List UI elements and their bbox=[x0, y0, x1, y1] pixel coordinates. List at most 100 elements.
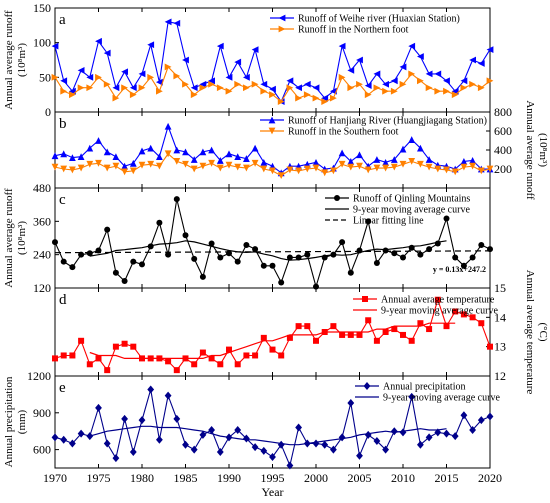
data-point bbox=[69, 264, 76, 271]
data-point bbox=[234, 80, 242, 88]
y-tick-label: 13 bbox=[494, 340, 506, 354]
data-point bbox=[173, 196, 180, 203]
data-point bbox=[382, 80, 389, 88]
data-point bbox=[390, 163, 398, 171]
data-point bbox=[260, 334, 267, 341]
data-point bbox=[364, 82, 372, 90]
data-point bbox=[243, 155, 250, 162]
data-point bbox=[260, 165, 268, 173]
data-point bbox=[199, 80, 207, 88]
x-tick-label: 2000 bbox=[304, 471, 328, 485]
data-point bbox=[95, 137, 102, 144]
legend-label: Runoff of Qinling Mountains bbox=[353, 194, 470, 205]
data-point bbox=[286, 254, 293, 261]
data-point bbox=[382, 329, 389, 335]
data-point bbox=[156, 219, 163, 226]
data-point bbox=[303, 165, 311, 173]
x-tick-label: 1985 bbox=[174, 471, 198, 485]
data-point bbox=[112, 162, 120, 170]
data-point bbox=[103, 49, 111, 57]
data-point bbox=[112, 94, 120, 102]
data-point bbox=[443, 323, 450, 330]
data-point bbox=[486, 412, 494, 421]
data-point bbox=[303, 80, 311, 88]
data-point bbox=[173, 367, 180, 374]
data-point bbox=[216, 164, 224, 172]
data-point bbox=[382, 445, 389, 454]
data-point bbox=[173, 158, 181, 165]
data-point bbox=[173, 19, 181, 27]
data-point bbox=[460, 163, 468, 171]
data-point bbox=[452, 308, 459, 315]
data-point bbox=[173, 146, 181, 154]
data-point bbox=[417, 320, 424, 327]
y-tick-label: 150 bbox=[33, 1, 51, 15]
data-point bbox=[51, 433, 59, 442]
legend-label: Runoff of Hanjiang River (Huangjiagang S… bbox=[288, 116, 487, 127]
legend-marker bbox=[362, 296, 368, 302]
trend-line bbox=[54, 250, 491, 254]
data-point bbox=[269, 85, 276, 93]
data-point bbox=[330, 445, 337, 454]
data-point bbox=[330, 94, 337, 102]
data-point bbox=[312, 158, 320, 166]
data-point bbox=[103, 148, 111, 156]
data-point bbox=[156, 435, 163, 444]
data-point bbox=[208, 355, 215, 362]
data-point bbox=[199, 162, 207, 170]
data-point bbox=[129, 84, 137, 92]
data-point bbox=[425, 70, 433, 78]
data-point bbox=[138, 84, 146, 92]
data-point bbox=[417, 160, 424, 168]
data-point bbox=[356, 80, 363, 88]
data-point bbox=[339, 239, 346, 246]
data-point bbox=[434, 296, 441, 303]
data-point bbox=[417, 77, 424, 85]
legend-marker bbox=[278, 25, 286, 33]
data-point bbox=[251, 144, 259, 152]
data-point bbox=[138, 147, 146, 155]
data-point bbox=[78, 337, 85, 344]
data-point bbox=[77, 84, 85, 92]
data-point bbox=[86, 84, 94, 92]
y-tick-label: 1200 bbox=[27, 369, 51, 383]
data-point bbox=[277, 98, 285, 105]
data-point bbox=[373, 260, 380, 266]
data-point bbox=[469, 157, 476, 164]
data-point bbox=[95, 37, 102, 45]
data-point bbox=[208, 80, 215, 88]
data-point bbox=[286, 84, 294, 92]
data-point bbox=[417, 440, 424, 449]
data-point bbox=[121, 168, 128, 176]
y-axis-unit: (10⁸m³) bbox=[537, 133, 549, 167]
data-point bbox=[487, 343, 493, 350]
data-point bbox=[260, 446, 268, 455]
data-point bbox=[373, 437, 381, 446]
data-point bbox=[347, 84, 355, 92]
data-point bbox=[103, 164, 111, 172]
trend-equation: y = 0.13x+247.2 bbox=[433, 265, 486, 274]
data-point bbox=[199, 84, 207, 92]
data-point bbox=[382, 87, 389, 95]
data-point bbox=[260, 158, 268, 166]
y-axis-title: Annual average runoff bbox=[3, 188, 15, 288]
data-point bbox=[469, 314, 476, 321]
data-point bbox=[225, 150, 233, 158]
legend-label: Runoff of Weihe river (Huaxian Station) bbox=[298, 14, 460, 25]
data-point bbox=[373, 70, 381, 78]
data-point bbox=[356, 56, 363, 64]
data-point bbox=[460, 77, 468, 85]
data-point bbox=[112, 269, 119, 276]
data-point bbox=[60, 87, 68, 95]
data-point bbox=[399, 63, 407, 71]
data-point bbox=[477, 84, 485, 92]
y-tick-label: 50 bbox=[39, 70, 51, 84]
data-point bbox=[443, 166, 450, 174]
data-point bbox=[234, 163, 242, 171]
data-point bbox=[208, 425, 215, 434]
data-point bbox=[330, 323, 337, 330]
data-point bbox=[208, 240, 215, 247]
data-point bbox=[243, 434, 250, 443]
data-point bbox=[69, 154, 76, 161]
